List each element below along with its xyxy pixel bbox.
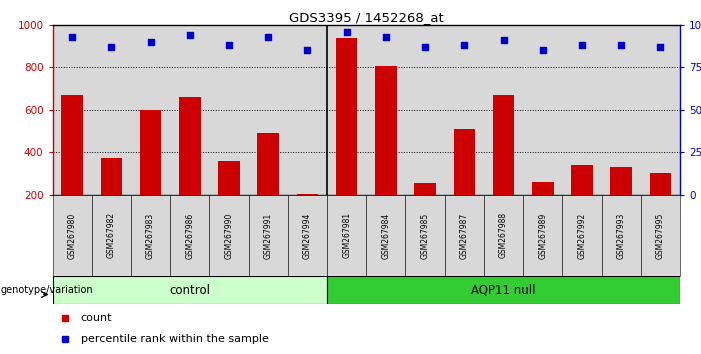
- Bar: [405, 25, 444, 195]
- Bar: [62, 95, 83, 195]
- Bar: [650, 173, 671, 195]
- FancyBboxPatch shape: [327, 276, 680, 304]
- Bar: [484, 25, 523, 195]
- FancyBboxPatch shape: [562, 195, 601, 276]
- Point: [537, 47, 548, 53]
- Bar: [366, 25, 405, 195]
- Point: [576, 42, 587, 48]
- Bar: [179, 97, 200, 195]
- Bar: [336, 38, 358, 195]
- Bar: [170, 25, 210, 195]
- Bar: [444, 25, 484, 195]
- Text: GSM267991: GSM267991: [264, 212, 273, 258]
- Bar: [611, 167, 632, 195]
- Bar: [257, 133, 279, 195]
- FancyBboxPatch shape: [327, 195, 366, 276]
- Text: GSM267995: GSM267995: [656, 212, 665, 259]
- Text: GSM267990: GSM267990: [224, 212, 233, 259]
- Bar: [562, 25, 601, 195]
- Text: GSM267980: GSM267980: [68, 212, 76, 258]
- Text: GSM267984: GSM267984: [381, 212, 390, 258]
- Bar: [327, 25, 367, 195]
- Text: percentile rank within the sample: percentile rank within the sample: [81, 334, 268, 344]
- Bar: [601, 25, 641, 195]
- FancyBboxPatch shape: [444, 195, 484, 276]
- Bar: [218, 161, 240, 195]
- FancyBboxPatch shape: [53, 195, 92, 276]
- Bar: [571, 165, 593, 195]
- Text: GSM267992: GSM267992: [578, 212, 587, 258]
- Point: [655, 44, 666, 50]
- FancyBboxPatch shape: [641, 195, 680, 276]
- Point: [458, 42, 470, 48]
- Bar: [249, 25, 288, 195]
- Bar: [139, 110, 161, 195]
- FancyBboxPatch shape: [53, 276, 327, 304]
- Point: [302, 47, 313, 53]
- Text: GSM267985: GSM267985: [421, 212, 430, 258]
- Point: [380, 34, 391, 40]
- Point: [106, 44, 117, 50]
- Bar: [53, 25, 92, 195]
- FancyBboxPatch shape: [405, 195, 444, 276]
- FancyBboxPatch shape: [249, 195, 288, 276]
- Bar: [375, 66, 397, 195]
- Text: count: count: [81, 313, 112, 323]
- Point: [263, 34, 274, 40]
- Point: [419, 44, 430, 50]
- Text: GSM267989: GSM267989: [538, 212, 547, 258]
- Bar: [454, 129, 475, 195]
- Text: GSM267981: GSM267981: [342, 212, 351, 258]
- Bar: [493, 95, 515, 195]
- FancyBboxPatch shape: [523, 195, 562, 276]
- Text: GSM267993: GSM267993: [617, 212, 626, 259]
- Text: GSM267983: GSM267983: [146, 212, 155, 258]
- Point: [615, 42, 627, 48]
- Title: GDS3395 / 1452268_at: GDS3395 / 1452268_at: [289, 11, 444, 24]
- FancyBboxPatch shape: [366, 195, 405, 276]
- Text: GSM267988: GSM267988: [499, 212, 508, 258]
- Bar: [641, 25, 680, 195]
- Bar: [288, 25, 327, 195]
- FancyBboxPatch shape: [288, 195, 327, 276]
- Text: GSM267987: GSM267987: [460, 212, 469, 258]
- Text: GSM267982: GSM267982: [107, 212, 116, 258]
- FancyBboxPatch shape: [131, 195, 170, 276]
- Bar: [523, 25, 562, 195]
- Text: GSM267994: GSM267994: [303, 212, 312, 259]
- Text: genotype/variation: genotype/variation: [1, 285, 93, 295]
- FancyBboxPatch shape: [210, 195, 249, 276]
- FancyBboxPatch shape: [601, 195, 641, 276]
- Text: control: control: [170, 284, 210, 297]
- Point: [184, 32, 196, 38]
- Bar: [101, 158, 122, 195]
- FancyBboxPatch shape: [484, 195, 523, 276]
- Bar: [532, 182, 554, 195]
- Point: [224, 42, 235, 48]
- Bar: [92, 25, 131, 195]
- FancyBboxPatch shape: [92, 195, 131, 276]
- Bar: [210, 25, 249, 195]
- Text: AQP11 null: AQP11 null: [471, 284, 536, 297]
- Bar: [131, 25, 170, 195]
- Bar: [297, 194, 318, 195]
- FancyBboxPatch shape: [170, 195, 210, 276]
- Point: [498, 37, 509, 43]
- Point: [145, 39, 156, 45]
- Bar: [414, 183, 436, 195]
- Text: GSM267986: GSM267986: [185, 212, 194, 258]
- Point: [341, 29, 353, 34]
- Point: [67, 34, 78, 40]
